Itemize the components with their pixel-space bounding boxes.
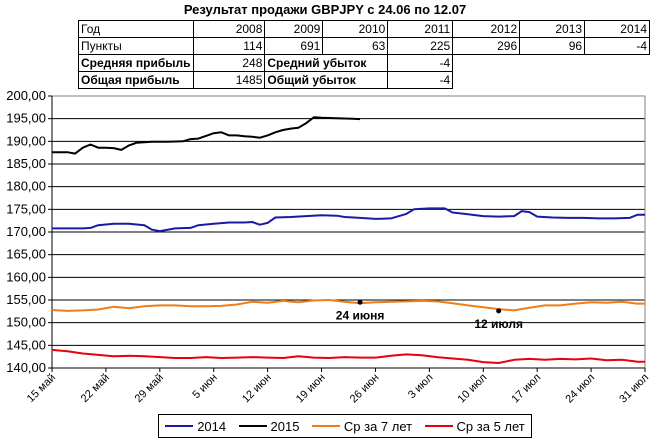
- legend-item: 2014: [165, 419, 226, 434]
- series-line-2015: [52, 116, 361, 155]
- y-tick-label: 140,00: [6, 360, 46, 375]
- chart-legend: 2014 2015 Ср за 7 лет Ср за 5 лет: [158, 414, 532, 438]
- year-cell: 2014: [584, 20, 650, 38]
- x-tick-label: 10 июл: [456, 372, 490, 406]
- chart-title: Результат продажи GBPJPY с 24.06 по 12.0…: [183, 2, 467, 17]
- y-tick-label: 190,00: [6, 133, 46, 148]
- series-line-2014: [52, 207, 645, 233]
- x-tick-label: 26 июн: [348, 372, 382, 406]
- year-cell: 2012: [452, 20, 521, 38]
- legend-swatch: [311, 425, 340, 427]
- total-profit-value: 1485: [192, 71, 266, 89]
- legend-label: Ср за 5 лет: [456, 418, 525, 434]
- y-tick-label: 155,00: [6, 292, 46, 307]
- legend-label: 2015: [270, 418, 300, 434]
- legend-swatch: [165, 425, 194, 427]
- y-tick-label: 175,00: [6, 201, 46, 216]
- legend-label: 2014: [197, 418, 227, 434]
- annotation-marker: [357, 299, 363, 305]
- legend-swatch: [424, 425, 453, 427]
- y-tick-label: 200,00: [6, 88, 46, 103]
- legend-item: Ср за 5 лет: [424, 418, 525, 434]
- annotation-label: 24 июня: [336, 308, 385, 322]
- annotation-label: 12 июля: [474, 317, 523, 331]
- legend-swatch: [238, 425, 267, 427]
- stats-table: Год 2008 2009 2010 2011 2012 2013 2014 П…: [78, 20, 650, 89]
- legend-item: 2015: [238, 418, 300, 434]
- x-tick-label: 29 май: [133, 372, 166, 405]
- x-tick-label: 12 июн: [240, 372, 274, 406]
- y-tick-label: 180,00: [6, 179, 46, 194]
- y-tick-label: 165,00: [6, 247, 46, 262]
- x-tick-label: 5 июн: [190, 372, 219, 401]
- table-row-years: Год 2008 2009 2010 2011 2012 2013 2014: [78, 20, 650, 38]
- avg-profit-value: 248: [192, 54, 266, 72]
- x-tick-label: 15 май: [25, 372, 58, 405]
- y-tick-label: 195,00: [6, 111, 46, 126]
- table-row-points: Пункты 114 691 63 225 296 96 -4: [78, 37, 650, 55]
- x-tick-label: 22 май: [79, 372, 112, 405]
- x-tick-label: 3 июл: [406, 372, 436, 402]
- y-tick-label: 145,00: [6, 337, 46, 352]
- legend-label: Ср за 7 лет: [343, 418, 413, 434]
- table-row-averages: Средняя прибыль 248 Средний убыток -4: [78, 54, 650, 72]
- total-profit-label: Общая прибыль: [78, 71, 194, 89]
- points-cell: 96: [519, 37, 586, 55]
- series-line-Ср-за-5-лет: [51, 348, 645, 364]
- x-tick-label: 17 июл: [509, 372, 543, 406]
- y-tick-label: 185,00: [6, 156, 46, 171]
- x-tick-label: 24 июл: [563, 372, 597, 406]
- legend-item: Ср за 7 лет: [311, 418, 413, 434]
- points-label: Пункты: [78, 37, 194, 55]
- annotation-marker: [496, 308, 502, 314]
- series-line-Ср-за-7-лет: [51, 299, 645, 312]
- x-tick-label: 31 июл: [617, 372, 650, 406]
- points-cell: 296: [452, 37, 521, 55]
- y-tick-label: 170,00: [6, 224, 46, 239]
- y-tick-label: 160,00: [6, 269, 46, 284]
- total-loss-label: Общий убыток: [264, 71, 389, 89]
- table-row-totals: Общая прибыль 1485 Общий убыток -4: [78, 71, 650, 89]
- avg-profit-label: Средняя прибыль: [78, 54, 194, 72]
- avg-loss-label: Средний убыток: [264, 54, 389, 72]
- x-tick-label: 19 июн: [294, 372, 328, 406]
- y-tick-label: 150,00: [6, 315, 46, 330]
- total-loss-value: -4: [387, 71, 454, 89]
- year-cell: 2008: [192, 20, 266, 38]
- points-cell: -4: [584, 37, 650, 55]
- line-chart: 140,00 145,00 150,00 155,00 160,00 165,00 170,…: [6, 88, 650, 406]
